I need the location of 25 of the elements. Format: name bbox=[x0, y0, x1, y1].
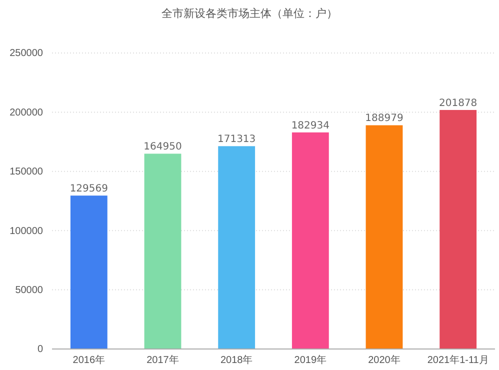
bar bbox=[218, 146, 256, 349]
x-tick-label: 2017年 bbox=[146, 354, 179, 366]
chart-title: 全市新设各类市场主体（单位：户） bbox=[162, 7, 338, 20]
bar bbox=[70, 196, 108, 349]
y-tick-label: 200000 bbox=[10, 107, 44, 118]
data-label: 182934 bbox=[291, 120, 330, 132]
x-tick-label: 2016年 bbox=[72, 354, 106, 366]
bar bbox=[292, 132, 329, 349]
y-tick-label: 100000 bbox=[10, 226, 44, 237]
y-tick-label: 0 bbox=[37, 344, 44, 356]
data-label: 164950 bbox=[144, 142, 182, 153]
bar bbox=[144, 154, 182, 349]
data-label: 188979 bbox=[365, 113, 404, 124]
x-tick-label: 2019年 bbox=[294, 354, 327, 366]
y-tick-label: 50000 bbox=[15, 285, 44, 296]
y-tick-label: 250000 bbox=[10, 48, 44, 60]
x-tick-label: 2021年1-11月 bbox=[427, 354, 489, 366]
data-label: 129569 bbox=[70, 184, 108, 195]
x-tick-label: 2020年 bbox=[368, 354, 400, 366]
data-label: 201878 bbox=[438, 98, 478, 109]
y-tick-label: 150000 bbox=[10, 166, 44, 178]
x-tick-label: 2018年 bbox=[220, 354, 253, 366]
bar bbox=[366, 125, 403, 349]
bar bbox=[440, 110, 477, 349]
data-label: 171313 bbox=[217, 134, 256, 146]
